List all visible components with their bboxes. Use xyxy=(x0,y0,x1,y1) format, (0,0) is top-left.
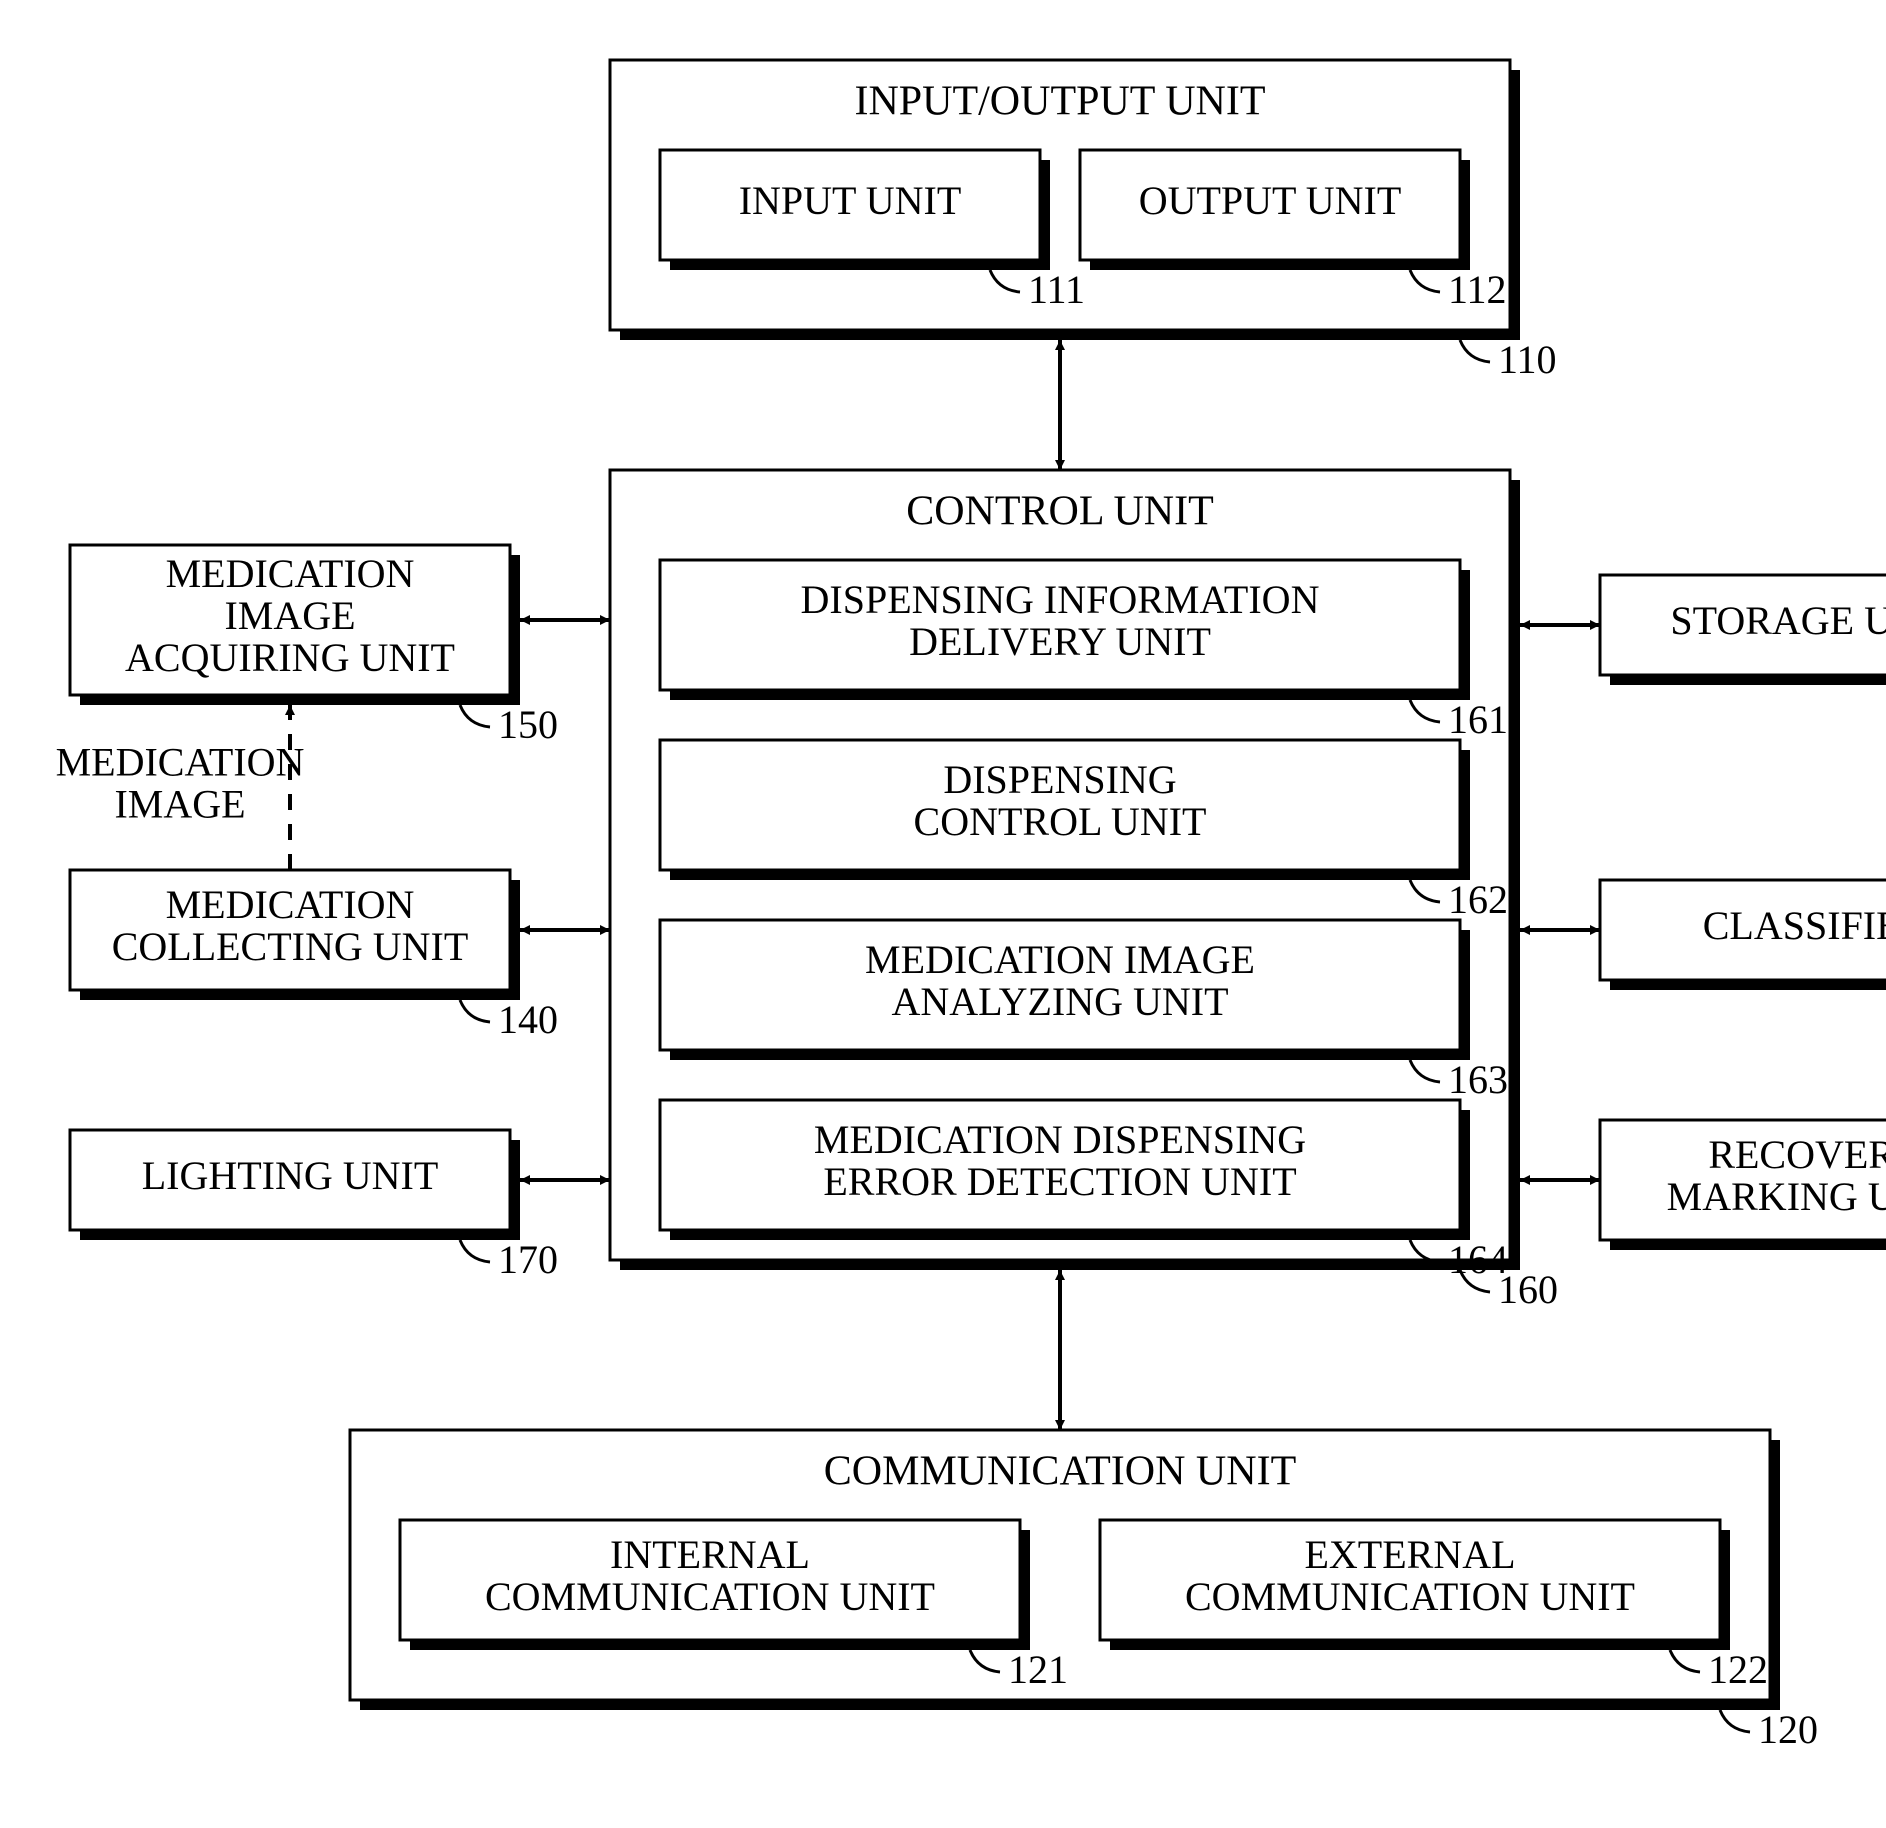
ref-med_img_acq: 150 xyxy=(498,702,558,747)
title-comm_outer: COMMUNICATION UNIT xyxy=(824,1449,1296,1495)
box-classifier: CLASSIFIER180 xyxy=(1600,880,1886,1032)
ref-comm_outer: 120 xyxy=(1758,1707,1818,1752)
title-ext_comm-l0: EXTERNAL xyxy=(1304,1532,1515,1577)
title-ctrl_outer: CONTROL UNIT xyxy=(906,489,1214,535)
title-storage-l0: STORAGE UNIT xyxy=(1670,598,1886,643)
ref-int_comm: 121 xyxy=(1008,1647,1068,1692)
title-disp_info-l0: DISPENSING INFORMATION xyxy=(801,577,1320,622)
title-disp_info-l1: DELIVERY UNIT xyxy=(909,619,1211,664)
title-recovery-l1: MARKING UNIT xyxy=(1667,1174,1886,1219)
title-med_img_acq-l2: ACQUIRING UNIT xyxy=(125,635,455,680)
title-med_img_acq-l1: IMAGE xyxy=(224,593,355,638)
ref-output_unit: 112 xyxy=(1448,267,1507,312)
title-recovery-l0: RECOVERY xyxy=(1708,1132,1886,1177)
box-lighting: LIGHTING UNIT 170 xyxy=(70,1130,558,1282)
title-med_img_acq-l0: MEDICATION xyxy=(166,551,415,596)
ref-disp_info: 161 xyxy=(1448,697,1508,742)
title-ext_comm-l1: COMMUNICATION UNIT xyxy=(1185,1574,1635,1619)
title-disp_ctrl-l1: CONTROL UNIT xyxy=(914,799,1207,844)
title-input_unit-l0: INPUT UNIT xyxy=(739,178,962,223)
ref-ext_comm: 122 xyxy=(1708,1647,1768,1692)
title-io_outer: INPUT/OUTPUT UNIT xyxy=(854,79,1265,125)
ref-lighting: 170 xyxy=(498,1237,558,1282)
dashed-label-1: IMAGE xyxy=(114,782,245,827)
title-med_err-l0: MEDICATION DISPENSING xyxy=(814,1117,1306,1162)
title-med_coll-l1: COLLECTING UNIT xyxy=(112,924,469,969)
title-med_img_an-l1: ANALYZING UNIT xyxy=(891,979,1228,1024)
box-med_coll: MEDICATIONCOLLECTING UNIT 140 xyxy=(70,870,558,1042)
title-med_coll-l0: MEDICATION xyxy=(166,882,415,927)
ref-input_unit: 111 xyxy=(1028,267,1085,312)
ref-med_img_an: 163 xyxy=(1448,1057,1508,1102)
title-med_err-l1: ERROR DETECTION UNIT xyxy=(823,1159,1296,1204)
ref-io_outer: 110 xyxy=(1498,337,1557,382)
box-med_img_acq: MEDICATIONIMAGEACQUIRING UNIT 150 xyxy=(70,545,558,747)
box-storage: STORAGE UNIT130 xyxy=(1600,575,1886,727)
title-int_comm-l0: INTERNAL xyxy=(610,1532,810,1577)
ref-med_err: 164 xyxy=(1448,1237,1508,1282)
dashed-label-0: MEDICATION xyxy=(56,740,305,785)
title-int_comm-l1: COMMUNICATION UNIT xyxy=(485,1574,935,1619)
title-classifier-l0: CLASSIFIER xyxy=(1703,903,1886,948)
ref-med_coll: 140 xyxy=(498,997,558,1042)
title-output_unit-l0: OUTPUT UNIT xyxy=(1139,178,1402,223)
box-recovery: RECOVERYMARKING UNIT190 xyxy=(1600,1120,1886,1292)
title-lighting-l0: LIGHTING UNIT xyxy=(142,1153,439,1198)
title-disp_ctrl-l0: DISPENSING xyxy=(943,757,1176,802)
ref-disp_ctrl: 162 xyxy=(1448,877,1508,922)
title-med_img_an-l0: MEDICATION IMAGE xyxy=(865,937,1255,982)
